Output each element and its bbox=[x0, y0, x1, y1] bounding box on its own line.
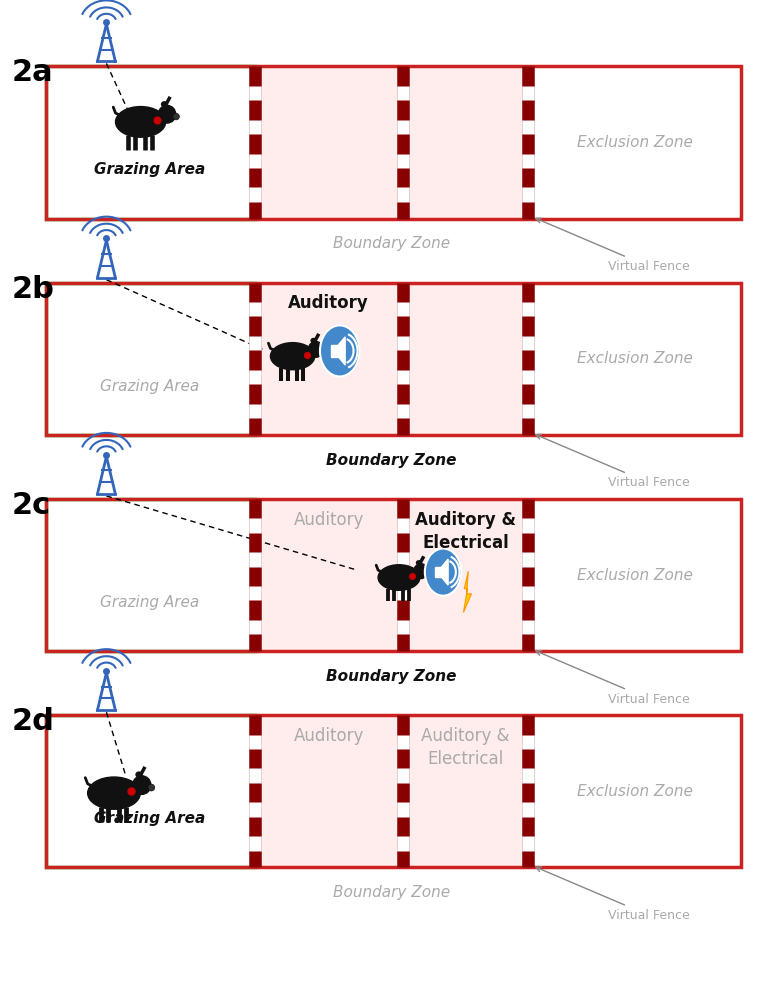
Text: 2c: 2c bbox=[11, 491, 50, 520]
Ellipse shape bbox=[148, 784, 155, 791]
Circle shape bbox=[320, 325, 359, 376]
Ellipse shape bbox=[413, 563, 429, 578]
Polygon shape bbox=[338, 337, 345, 365]
Text: Auditory: Auditory bbox=[288, 294, 369, 313]
Text: Auditory: Auditory bbox=[293, 510, 364, 529]
Text: Virtual Fence: Virtual Fence bbox=[536, 218, 690, 273]
Text: Virtual Fence: Virtual Fence bbox=[536, 434, 690, 490]
Bar bbox=[46, 716, 741, 868]
Text: Auditory: Auditory bbox=[293, 727, 364, 745]
Text: Virtual Fence: Virtual Fence bbox=[536, 651, 690, 706]
Bar bbox=[255, 283, 528, 434]
Ellipse shape bbox=[158, 105, 176, 123]
Text: Exclusion Zone: Exclusion Zone bbox=[577, 567, 692, 583]
Ellipse shape bbox=[173, 113, 179, 120]
Text: Auditory &
Electrical: Auditory & Electrical bbox=[421, 727, 510, 768]
Text: Boundary Zone: Boundary Zone bbox=[326, 452, 457, 468]
Circle shape bbox=[425, 549, 461, 596]
Bar bbox=[46, 498, 741, 651]
Text: Exclusion Zone: Exclusion Zone bbox=[577, 783, 692, 799]
Ellipse shape bbox=[311, 338, 316, 343]
Text: Exclusion Zone: Exclusion Zone bbox=[577, 351, 692, 367]
Text: 2a: 2a bbox=[11, 58, 53, 87]
Ellipse shape bbox=[426, 570, 432, 576]
Ellipse shape bbox=[136, 772, 142, 777]
Text: Virtual Fence: Virtual Fence bbox=[536, 867, 690, 922]
Ellipse shape bbox=[162, 102, 167, 106]
Text: 2d: 2d bbox=[11, 708, 54, 736]
Text: Grazing Area: Grazing Area bbox=[100, 595, 200, 610]
Ellipse shape bbox=[378, 564, 420, 590]
Text: Grazing Area: Grazing Area bbox=[94, 811, 206, 827]
Bar bbox=[46, 66, 741, 218]
Text: 2b: 2b bbox=[11, 274, 54, 304]
Text: Boundary Zone: Boundary Zone bbox=[333, 885, 450, 900]
Ellipse shape bbox=[116, 106, 166, 138]
FancyBboxPatch shape bbox=[331, 345, 338, 357]
FancyBboxPatch shape bbox=[435, 567, 442, 577]
Ellipse shape bbox=[87, 777, 141, 809]
Bar bbox=[46, 283, 741, 434]
Bar bbox=[255, 66, 528, 218]
Ellipse shape bbox=[309, 342, 324, 357]
Text: Boundary Zone: Boundary Zone bbox=[333, 236, 450, 252]
Bar bbox=[255, 716, 528, 868]
Polygon shape bbox=[464, 571, 471, 612]
Ellipse shape bbox=[416, 560, 421, 564]
Text: Boundary Zone: Boundary Zone bbox=[326, 668, 457, 684]
Ellipse shape bbox=[133, 776, 151, 794]
Text: Exclusion Zone: Exclusion Zone bbox=[577, 135, 692, 150]
Polygon shape bbox=[442, 559, 448, 585]
Text: Grazing Area: Grazing Area bbox=[94, 162, 206, 178]
Text: Auditory &
Electrical: Auditory & Electrical bbox=[415, 510, 516, 551]
Bar bbox=[255, 498, 528, 651]
Text: Grazing Area: Grazing Area bbox=[100, 378, 200, 394]
Ellipse shape bbox=[321, 349, 327, 354]
Ellipse shape bbox=[271, 343, 315, 370]
